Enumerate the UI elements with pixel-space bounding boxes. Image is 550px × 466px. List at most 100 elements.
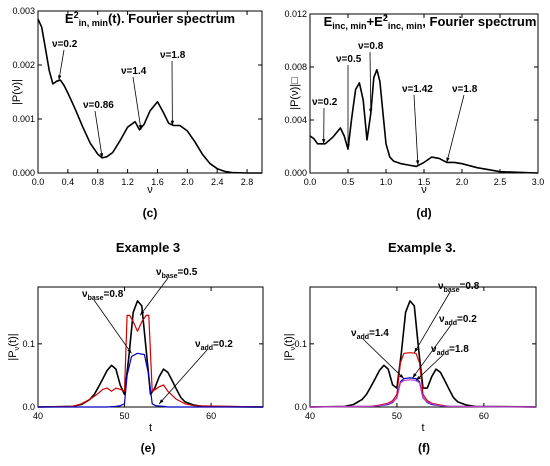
x-tick-label: 0.4 (62, 177, 75, 187)
annotation-label: νadd​=1.8 (431, 344, 469, 357)
series-line-0 (37, 18, 262, 174)
y-tick-label: 0.004 (284, 115, 307, 125)
annotation-arrowhead (346, 144, 350, 150)
annotation-arrow (139, 277, 169, 316)
series-line-0 (309, 300, 537, 408)
panel-caption: (c) (143, 206, 158, 220)
chart-title: Example 3. (388, 240, 456, 255)
y-tick-label: 0.1 (294, 339, 307, 349)
x-tick-label: 0.0 (304, 177, 317, 187)
y-tick-label: 0.1 (22, 339, 35, 349)
panel-f-plot: 40 50 60 0.0 0.1 t |Pν​(t)| Example 3. (f) νbase​… (283, 240, 537, 455)
annotation-arrowhead (170, 120, 175, 126)
chart-title: Example 3 (116, 240, 180, 255)
chart-title: Einc, min​+E2​inc, min​, Fourier spectru… (324, 13, 537, 31)
x-tick-label: 40 (33, 411, 43, 421)
x-tick-label: 0.5 (342, 177, 355, 187)
series-line-3 (309, 379, 537, 408)
y-tick-label: 0.001 (12, 114, 35, 124)
x-tick-label: 2.5 (494, 177, 507, 187)
x-tick-label: 2.8 (241, 177, 254, 187)
panel-caption: (d) (416, 206, 431, 220)
annotation-arrowhead (446, 157, 450, 163)
annotation-label: ν=1.8 (452, 84, 478, 95)
annotation-arrowhead (322, 139, 326, 144)
annotation-label: ν=1.4 (121, 66, 147, 77)
series-line-0 (37, 300, 264, 408)
annotation-arrow (58, 49, 65, 81)
y-tick-label: 0.012 (284, 9, 307, 19)
panel-e-frame (37, 286, 264, 408)
annotation-arrowhead (414, 347, 419, 353)
y-tick-label: 0.0 (294, 402, 307, 412)
panel-d-plot: 0.0 0.5 1.0 1.5 2.0 2.5 3.0 0.000 0.004 0.008 0.01… (284, 9, 544, 220)
annotation-arrow (413, 291, 451, 353)
y-tick-label: 0.0 (22, 402, 35, 412)
annotation-label: ν=0.86 (83, 100, 114, 111)
x-tick-label: 60 (206, 411, 216, 421)
annotation-arrowhead (159, 399, 164, 404)
x-axis-label: t (149, 422, 152, 434)
x-tick-label: 40 (305, 411, 315, 421)
x-tick-label: 1.5 (418, 177, 431, 187)
annotation-arrow (412, 324, 452, 379)
annotation-label: ν=1.42 (402, 84, 433, 95)
panel-d: 0.0 0.5 1.0 1.5 2.0 2.5 3.0 0.000 0.004 0.008 0.01… (284, 9, 544, 220)
annotation-arrowhead (415, 160, 420, 166)
annotation-label: ν=1.8 (160, 50, 186, 61)
panel-c-plot: 0.0 0.4 0.8 1.2 1.6 2.0 2.4 2.8 0.000 0.001 0.002 0… (11, 6, 262, 220)
y-tick-label: 0.000 (12, 168, 35, 178)
panel-c-frame (37, 10, 263, 174)
panel-c: 0.0 0.4 0.8 1.2 1.6 2.0 2.4 2.8 0.000 0.001 0.002 0… (11, 6, 263, 220)
annotation-arrowhead (416, 376, 421, 381)
annotation-arrow (413, 94, 419, 166)
x-tick-label: 1.0 (380, 177, 393, 187)
panel-e-plot: 40 50 60 0.0 0.1 t |Pν​(t)| Example 3 (e) νbase​=… (7, 240, 264, 455)
y-axis-label: |P(ν)|□ (289, 77, 301, 110)
annotation-label: νadd​=0.2 (439, 314, 477, 327)
panel-caption: (e) (141, 441, 156, 455)
annotation-arrowhead (399, 374, 404, 379)
annotation-arrowhead (140, 310, 145, 316)
annotation-arrowhead (99, 152, 104, 158)
x-axis-label: t (421, 422, 424, 434)
annotation-label: νbase​=0.5 (156, 267, 198, 280)
annotation-label: νadd​=0.2 (195, 339, 233, 352)
annotation-label: ν=0.2 (312, 97, 338, 108)
x-tick-label: 3.0 (532, 177, 545, 187)
annotation-label: νbase​=0.8 (438, 281, 480, 294)
annotation-label: νbase​=0.8 (82, 289, 124, 302)
x-tick-label: 60 (479, 411, 489, 421)
x-tick-label: 2.4 (211, 177, 224, 187)
annotation-arrow (132, 76, 142, 130)
x-tick-label: 50 (392, 411, 402, 421)
x-axis-label: ν (421, 184, 427, 196)
annotation-arrow (446, 94, 465, 163)
annotation-arrowhead (369, 108, 373, 114)
x-tick-label: 2.0 (456, 177, 469, 187)
annotation-arrowhead (127, 348, 132, 354)
y-axis-label: |Pν​(t)| (7, 333, 21, 360)
annotation-arrow (362, 338, 405, 379)
annotation-label: ν=0.2 (52, 39, 78, 50)
annotation-arrow (415, 354, 444, 381)
x-tick-label: 2.0 (181, 177, 194, 187)
annotation-arrow (369, 51, 372, 114)
annotation-arrowhead (57, 75, 62, 81)
series-line-2 (38, 352, 263, 408)
x-tick-label: 0.8 (91, 177, 104, 187)
y-tick-label: 0.002 (12, 60, 35, 70)
panel-e: 40 50 60 0.0 0.1 t |Pν​(t)| Example 3 (e) νbase​=… (7, 240, 264, 455)
annotation-arrow (94, 110, 103, 158)
y-tick-label: 0.003 (12, 6, 35, 16)
panel-caption: (f) (418, 441, 430, 455)
annotation-label: ν=0.5 (336, 54, 362, 65)
annotation-label: ν=0.8 (358, 41, 384, 52)
series-line-0 (309, 68, 539, 174)
y-tick-label: 0.000 (284, 168, 307, 178)
x-axis-label: ν (147, 184, 153, 196)
annotation-arrow (93, 299, 132, 354)
x-tick-label: 0.0 (32, 177, 45, 187)
x-tick-label: 1.2 (121, 177, 134, 187)
